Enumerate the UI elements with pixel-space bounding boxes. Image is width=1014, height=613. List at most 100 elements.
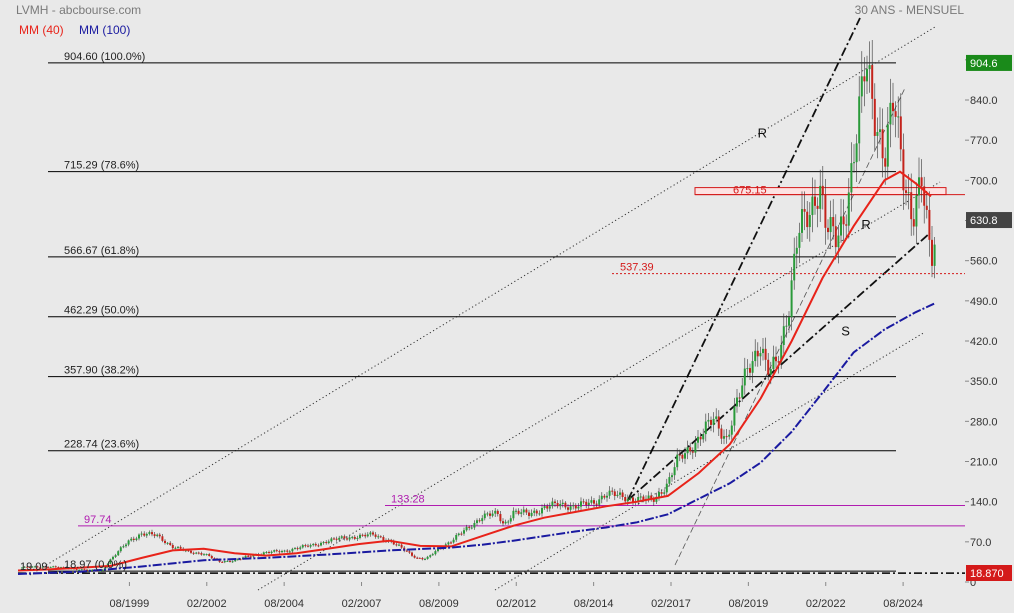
candle-body <box>151 532 153 535</box>
candle-body <box>613 491 616 496</box>
candle-body <box>600 495 603 500</box>
candle-body <box>504 521 507 524</box>
x-tick-label: 08/2024 <box>883 598 923 610</box>
candle-body <box>161 536 164 541</box>
candle-body <box>816 205 819 209</box>
candle-body <box>127 540 130 545</box>
candle-body <box>637 497 640 503</box>
candle-body <box>468 526 471 528</box>
candle-body <box>572 505 575 507</box>
y-tick-label: 770.0 <box>970 135 998 147</box>
candle-body <box>379 536 382 538</box>
candle-body <box>122 546 125 548</box>
candle-body <box>333 538 335 540</box>
price-tag <box>966 565 1012 581</box>
candle-body <box>478 520 481 522</box>
candle-body <box>270 551 273 553</box>
candle-body <box>83 569 86 571</box>
candle-body <box>382 537 385 541</box>
candle-body <box>203 554 205 556</box>
candle-body <box>650 495 653 499</box>
y-tick-label: 70.0 <box>970 537 991 549</box>
candle-body <box>307 545 309 547</box>
candle-body <box>309 545 312 547</box>
candle-body <box>715 416 718 419</box>
candle-body <box>686 447 689 454</box>
trend-line-5 <box>627 232 931 501</box>
candle-body <box>489 513 491 516</box>
candle-body <box>197 552 200 554</box>
candle-body <box>169 542 172 545</box>
candle-body <box>236 559 239 561</box>
candle-body <box>296 548 299 550</box>
candle-body <box>335 538 338 540</box>
x-tick-label: 08/2004 <box>264 598 304 610</box>
candle-body <box>184 550 187 552</box>
candle-body <box>678 454 681 456</box>
candle-body <box>920 177 923 187</box>
candle-body <box>915 195 918 227</box>
y-tick-label: 350.0 <box>970 376 998 388</box>
candle-body <box>567 507 569 510</box>
candle-body <box>788 317 790 326</box>
candle-body <box>853 162 855 164</box>
candle-body <box>135 538 138 540</box>
candle-body <box>902 149 905 191</box>
candle-body <box>647 495 650 499</box>
candle-body <box>892 102 894 112</box>
candle-body <box>811 196 814 216</box>
candle-body <box>494 510 497 514</box>
candle-body <box>699 436 702 440</box>
candle-body <box>408 551 411 553</box>
candle-body <box>790 280 793 318</box>
candle-body <box>832 217 835 227</box>
price-tag-label: 630.8 <box>970 215 998 227</box>
level-label-magenta: 97.74 <box>84 514 112 526</box>
candle-body <box>803 209 806 212</box>
candle-body <box>91 569 94 571</box>
candle-body <box>821 185 824 195</box>
candle-body <box>195 552 198 554</box>
candle-body <box>551 501 554 507</box>
y-tick-label: 840.0 <box>970 95 998 107</box>
y-tick-label: 280.0 <box>970 416 998 428</box>
candle-body <box>717 416 720 429</box>
candle-body <box>873 98 876 136</box>
candle-body <box>221 561 224 563</box>
candle-body <box>515 510 517 512</box>
candle-body <box>642 496 645 501</box>
candle-body <box>247 555 250 557</box>
candle-body <box>325 542 328 544</box>
candle-body <box>910 192 913 220</box>
x-tick-label: 02/2012 <box>496 598 536 610</box>
fib-level-label: 18.97 (0.0%) <box>64 559 127 571</box>
candle-body <box>171 544 174 549</box>
candle-body <box>507 521 510 523</box>
candle-body <box>907 192 910 194</box>
candle-body <box>338 537 341 540</box>
candle-body <box>847 192 850 226</box>
candle-body <box>871 65 874 99</box>
candle-body <box>736 397 738 407</box>
candle-body <box>364 534 367 537</box>
candle-body <box>876 132 879 136</box>
candle-body <box>632 497 634 502</box>
candle-body <box>470 527 473 529</box>
candle-body <box>879 129 881 133</box>
candle-body <box>889 102 892 125</box>
candle-body <box>496 510 499 515</box>
candle-body <box>655 496 658 502</box>
candle-body <box>598 499 601 505</box>
candle-body <box>548 506 551 509</box>
candle-body <box>751 361 754 373</box>
candle-body <box>294 548 296 550</box>
candle-body <box>268 552 270 554</box>
candle-body <box>205 554 208 556</box>
candle-body <box>611 490 614 492</box>
candle-body <box>912 219 915 227</box>
candle-body <box>174 547 177 549</box>
candle-body <box>741 385 744 398</box>
trend-line-1 <box>257 181 941 591</box>
candle-body <box>858 96 861 144</box>
candle-body <box>624 497 627 502</box>
